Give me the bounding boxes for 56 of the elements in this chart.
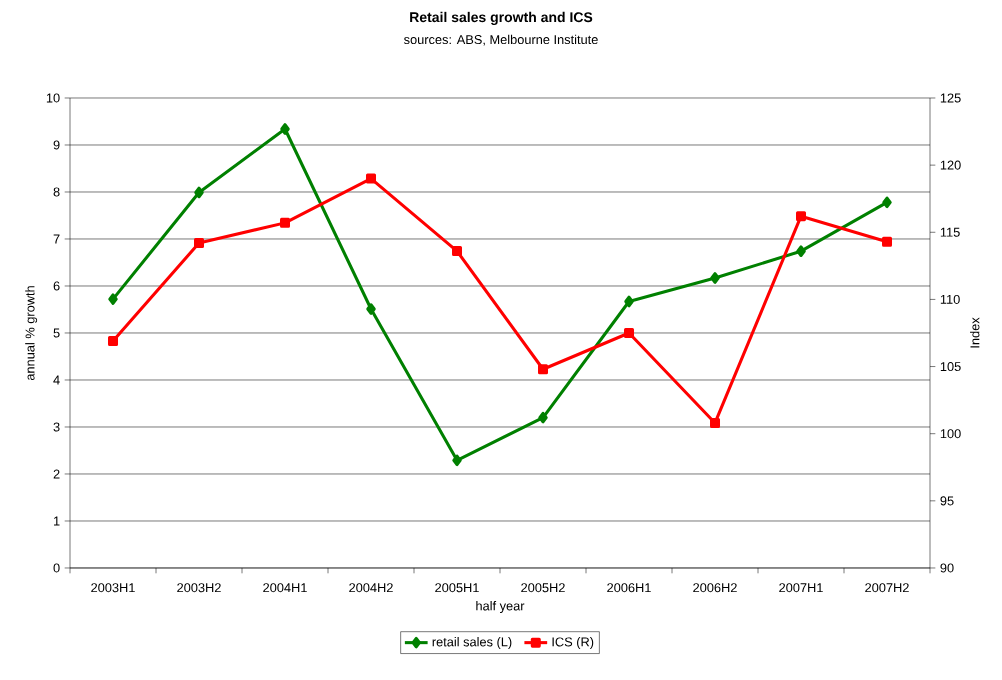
point — [710, 417, 721, 428]
y2-tick-label: 120 — [940, 160, 961, 170]
x-tick-label: 2006H1 — [607, 583, 651, 593]
point — [452, 246, 463, 257]
y2-tick-label: 125 — [940, 93, 961, 103]
y-axis-title: annual % growth — [25, 286, 38, 381]
point — [280, 123, 290, 135]
y2-tick-label: 90 — [940, 563, 954, 573]
y2-tick-label: 100 — [940, 429, 961, 439]
point — [624, 327, 635, 338]
y-tick-label: 3 — [53, 422, 60, 432]
point — [624, 295, 634, 308]
y2-tick-label: 95 — [940, 496, 954, 506]
x-tick-label: 2007H2 — [865, 583, 909, 593]
chart-subtitle: sources: ABS, Melbourne Institute — [404, 34, 598, 46]
point — [452, 454, 462, 467]
x-tick-label: 2004H1 — [263, 583, 307, 593]
legend-label: ICS (R) — [552, 637, 594, 649]
point — [108, 336, 119, 347]
x-tick-label: 2003H1 — [91, 583, 135, 593]
point — [882, 236, 893, 247]
x-tick-label: 2004H2 — [349, 583, 393, 593]
y-tick-label: 7 — [53, 234, 60, 244]
point — [538, 364, 549, 375]
y2-tick-label: 110 — [940, 294, 960, 304]
y2-axis-title: Index — [970, 317, 980, 348]
point — [796, 245, 806, 258]
point — [194, 238, 205, 249]
x-tick-label: 2007H1 — [779, 583, 823, 593]
y-tick-label: 5 — [53, 328, 60, 338]
x-tick-label: 2003H2 — [177, 583, 221, 593]
point — [882, 196, 892, 209]
point — [280, 217, 291, 228]
point — [710, 272, 720, 284]
x-tick-label: 2006H2 — [693, 583, 737, 593]
y-tick-label: 4 — [53, 375, 60, 385]
y-tick-label: 6 — [53, 281, 60, 291]
y2-tick-label: 105 — [940, 362, 961, 372]
y-tick-label: 0 — [53, 563, 60, 573]
y-tick-label: 2 — [53, 469, 60, 479]
y-tick-label: 1 — [54, 516, 60, 526]
point — [796, 211, 807, 222]
chart-title: Retail sales growth and ICS — [410, 11, 593, 25]
point — [538, 411, 548, 424]
x-tick-label: 2005H1 — [435, 583, 479, 593]
y2-tick-label: 115 — [940, 227, 960, 237]
x-tick-label: 2005H2 — [521, 583, 565, 593]
y-tick-label: 9 — [53, 140, 60, 150]
x-axis-title: half year — [476, 601, 525, 613]
point — [194, 186, 204, 199]
point — [366, 173, 377, 184]
point — [108, 293, 118, 305]
legend-label: retail sales (L) — [432, 637, 512, 649]
y-tick-label: 10 — [46, 93, 60, 103]
y-tick-label: 8 — [53, 187, 60, 197]
point — [366, 303, 376, 315]
